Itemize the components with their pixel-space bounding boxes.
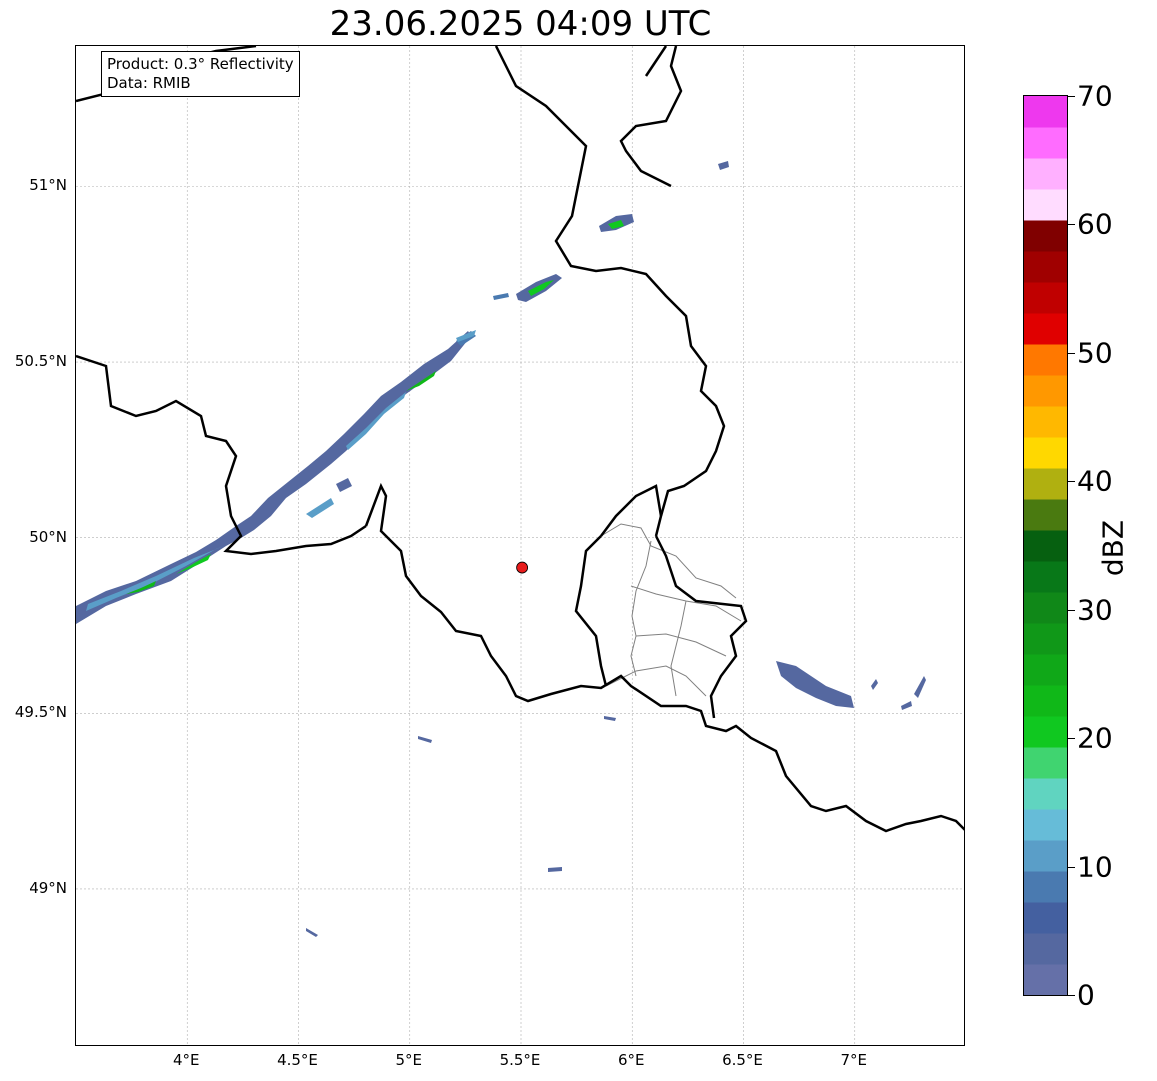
x-tick-label: 5°E xyxy=(395,1051,423,1069)
echo-cell-h xyxy=(306,498,334,518)
colorbar-segment xyxy=(1024,158,1067,190)
colorbar-tick-mark xyxy=(1068,995,1075,996)
colorbar-tick-mark xyxy=(1068,96,1075,97)
x-tick-label: 7°E xyxy=(840,1051,868,1069)
colorbar-segment xyxy=(1024,778,1067,810)
echo-cluster-east-4 xyxy=(871,679,878,690)
colorbar-segment xyxy=(1024,189,1067,221)
colorbar-segment xyxy=(1024,561,1067,593)
colorbar-segment xyxy=(1024,747,1067,779)
colorbar-tick-label: 60 xyxy=(1077,207,1113,241)
y-tick-label: 49.5°N xyxy=(14,703,67,722)
x-tick-label: 4°E xyxy=(172,1051,200,1069)
y-tick-label: 50.5°N xyxy=(14,352,67,371)
y-tick-label: 51°N xyxy=(29,176,67,195)
y-tick-label: 50°N xyxy=(29,527,67,546)
colorbar-tick-label: 70 xyxy=(1077,79,1113,113)
colorbar-segment xyxy=(1024,251,1067,283)
echo-cell-f xyxy=(718,161,729,170)
colorbar-segment xyxy=(1024,809,1067,841)
echo-speck-4 xyxy=(604,716,616,721)
colorbar-segment xyxy=(1024,468,1067,500)
colorbar-tick-mark xyxy=(1068,866,1075,868)
echo-cell-g xyxy=(336,478,352,492)
colorbar-segment xyxy=(1024,406,1067,438)
colorbar-tick-label: 30 xyxy=(1077,593,1113,627)
x-tick-label: 6.5°E xyxy=(722,1051,763,1069)
map-title: 23.06.2025 04:09 UTC xyxy=(329,4,712,44)
precipitation-echoes xyxy=(76,161,926,937)
colorbar-tick-label: 0 xyxy=(1077,978,1095,1012)
radar-map[interactable]: Product: 0.3° Reflectivity Data: RMIB xyxy=(75,45,965,1046)
echo-cluster-east xyxy=(776,661,854,708)
colorbar-tick-label: 40 xyxy=(1077,464,1113,498)
colorbar-segment xyxy=(1024,437,1067,469)
colorbar-tick-label: 10 xyxy=(1077,850,1113,884)
colorbar-tick-mark xyxy=(1068,609,1075,611)
colorbar-segment xyxy=(1024,282,1067,314)
colorbar-segment xyxy=(1024,344,1067,376)
product-label: Product: 0.3° Reflectivity xyxy=(107,55,294,73)
echo-cell-e xyxy=(493,293,509,300)
colorbar-segment xyxy=(1024,716,1067,748)
echo-cluster-east-3 xyxy=(901,701,912,710)
echo-band-inner xyxy=(86,546,224,611)
y-tick-label: 49°N xyxy=(29,878,67,897)
echo-cell-b-core xyxy=(528,280,554,296)
colorbar-tick-mark xyxy=(1068,352,1075,354)
colorbar-tick-mark xyxy=(1068,738,1075,740)
colorbar-segment xyxy=(1024,654,1067,686)
echo-cell-c-core xyxy=(608,220,624,229)
echo-cell-d xyxy=(456,330,476,342)
colorbar-segment xyxy=(1024,840,1067,872)
colorbar-label: dBZ xyxy=(1096,519,1130,577)
echo-band-core xyxy=(126,581,156,594)
colorbar-segment xyxy=(1024,127,1067,159)
colorbar-tick-label: 20 xyxy=(1077,721,1113,755)
echo-speck-2 xyxy=(306,928,318,937)
admin-boundaries xyxy=(600,523,742,697)
colorbar-segment xyxy=(1024,964,1067,995)
x-tick-label: 4.5°E xyxy=(277,1051,318,1069)
colorbar-segment xyxy=(1024,871,1067,903)
echo-band-mid xyxy=(346,392,406,450)
colorbar-tick-mark xyxy=(1068,481,1075,483)
x-tick-label: 6°E xyxy=(617,1051,645,1069)
echo-cluster-east-2 xyxy=(914,676,926,698)
x-tick-label: 5.5°E xyxy=(499,1051,541,1069)
colorbar-segment xyxy=(1024,499,1067,531)
colorbar-tick-label: 50 xyxy=(1077,336,1113,370)
echo-band-main xyxy=(76,331,471,624)
data-source-label: Data: RMIB xyxy=(107,74,191,92)
echo-speck-1 xyxy=(548,867,562,872)
colorbar-segment xyxy=(1024,375,1067,407)
colorbar-segment xyxy=(1024,220,1067,252)
colorbar-segment xyxy=(1024,530,1067,562)
echo-speck-3 xyxy=(418,736,432,743)
colorbar-segment xyxy=(1024,592,1067,624)
colorbar-segment xyxy=(1024,902,1067,934)
colorbar-segment xyxy=(1024,313,1067,345)
colorbar-segment xyxy=(1024,96,1067,128)
colorbar-gradient xyxy=(1024,96,1067,995)
map-canvas xyxy=(76,46,964,1045)
product-info-box: Product: 0.3° Reflectivity Data: RMIB xyxy=(101,51,300,97)
colorbar-segment xyxy=(1024,933,1067,965)
radar-site-marker[interactable] xyxy=(516,561,529,574)
echo-band-mid-core xyxy=(406,371,436,391)
echo-band-core-2 xyxy=(176,554,211,574)
colorbar xyxy=(1023,95,1068,996)
colorbar-segment xyxy=(1024,685,1067,717)
colorbar-tick-mark xyxy=(1068,224,1075,226)
colorbar-segment xyxy=(1024,623,1067,655)
